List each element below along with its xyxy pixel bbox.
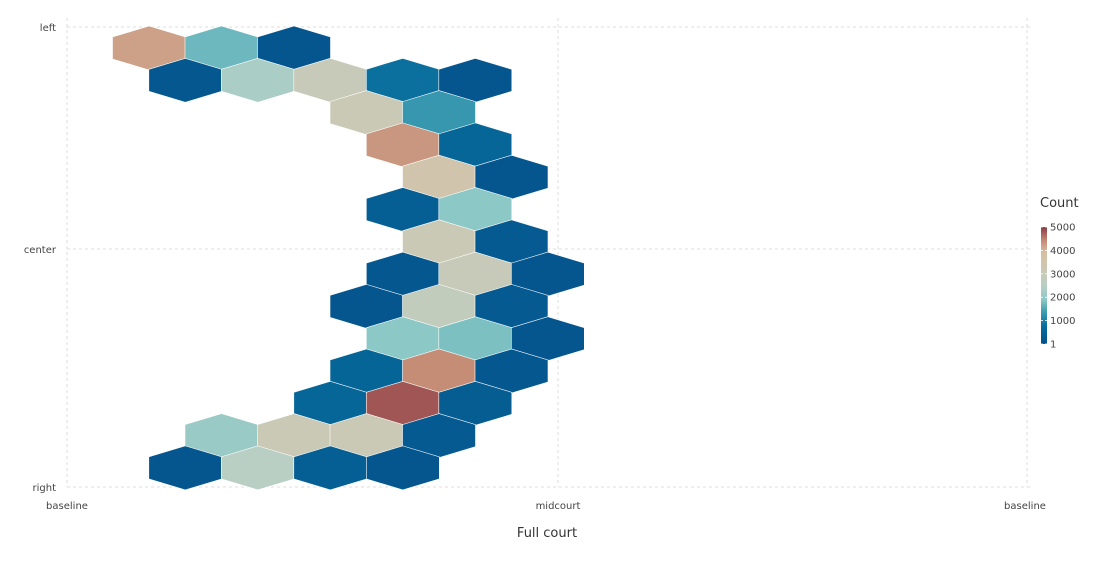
- legend-tick-label: 1000: [1050, 316, 1075, 327]
- legend-tick-label: 1: [1050, 340, 1056, 351]
- legend-tick-label: 4000: [1050, 246, 1075, 257]
- y-tick-center: center: [24, 245, 57, 256]
- legend-ticks: 1 1000 2000 3000 4000 5000: [1041, 223, 1075, 351]
- legend-title: Count: [1040, 196, 1079, 211]
- hex-cell: [365, 445, 440, 491]
- legend-tick-label: 5000: [1050, 223, 1075, 234]
- legend-tick-label: 2000: [1050, 293, 1075, 304]
- y-tick-right: right: [33, 483, 57, 494]
- plot-grid: [66, 18, 1030, 488]
- y-axis: left center right: [24, 23, 57, 494]
- x-tick-baseline-left: baseline: [46, 501, 88, 512]
- x-axis: baseline midcourt baseline Full court: [46, 501, 1046, 541]
- x-axis-title: Full court: [517, 526, 577, 541]
- legend: Count 1 1000 2000 3000 4000 5000: [1040, 196, 1079, 351]
- hexbin-cells: [112, 25, 585, 491]
- x-tick-baseline-right: baseline: [1004, 501, 1046, 512]
- legend-colorbar: [1041, 227, 1047, 344]
- y-tick-left: left: [40, 23, 56, 34]
- legend-tick-label: 3000: [1050, 269, 1075, 280]
- x-tick-midcourt: midcourt: [536, 501, 581, 512]
